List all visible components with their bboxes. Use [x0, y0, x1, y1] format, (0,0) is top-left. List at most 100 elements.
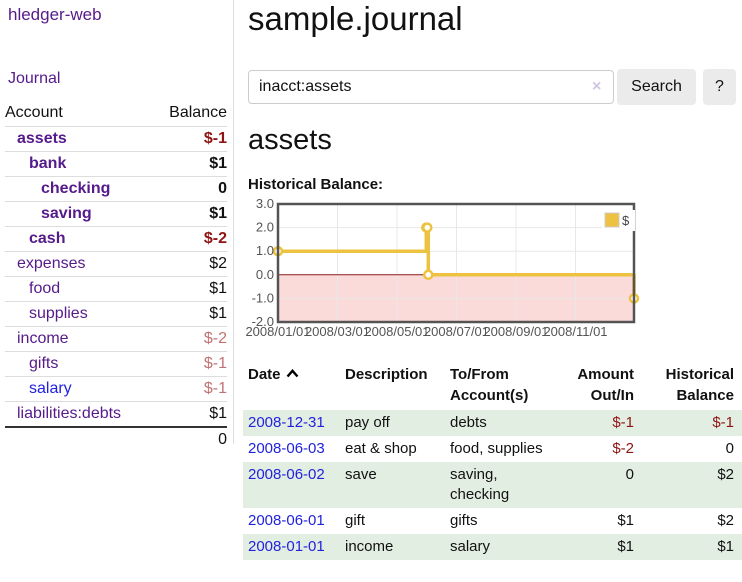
account-link-supplies[interactable]: supplies: [29, 305, 88, 322]
svg-text:2008/03/01: 2008/03/01: [305, 324, 370, 339]
transaction-date-link[interactable]: 2008-06-02: [248, 466, 325, 483]
historical-balance-chart: $ 3.0 2.0 1.0 0.0 -1.0 -2.0 2008/01/01 2…: [245, 198, 640, 339]
svg-text:0.0: 0.0: [256, 267, 274, 282]
account-link-expenses[interactable]: expenses: [17, 255, 86, 272]
account-balance: $-1: [153, 126, 227, 152]
transaction-balance: $2: [717, 512, 734, 529]
account-balance: $-1: [153, 376, 227, 402]
amount-column-header: Amount Out/In: [577, 366, 634, 404]
svg-text:-2.0: -2.0: [252, 314, 274, 329]
chart-title: Historical Balance:: [248, 176, 384, 193]
transaction-balance: $2: [717, 466, 734, 483]
account-balance: $-2: [153, 326, 227, 352]
accounts-column-header: To/From Account(s): [450, 366, 529, 404]
svg-text:2.0: 2.0: [256, 220, 274, 235]
transaction-amount: $1: [617, 512, 634, 529]
balance-column-header: Historical Balance: [665, 366, 734, 404]
legend-label: $: [622, 213, 630, 228]
page-title: sample.journal: [248, 0, 463, 37]
account-row-supplies: supplies $1: [5, 301, 227, 327]
register-header-row: Date Description To/From Account(s) Amou…: [243, 362, 742, 410]
account-link-cash[interactable]: cash: [29, 230, 66, 247]
sidebar: hledger-web Journal Account Balance asse…: [0, 0, 234, 452]
y-axis-labels: 3.0 2.0 1.0 0.0 -1.0 -2.0: [252, 198, 274, 329]
transaction-description: pay off: [345, 414, 390, 431]
svg-text:2008/05/01: 2008/05/01: [364, 324, 429, 339]
register-row: 2008-06-01 gift gifts $1 $2: [243, 508, 742, 534]
transaction-description: eat & shop: [345, 440, 417, 457]
account-row-assets: assets $-1: [5, 126, 227, 152]
account-heading: assets: [248, 124, 332, 156]
transaction-date-link[interactable]: 2008-12-31: [248, 414, 325, 431]
account-link-bank[interactable]: bank: [29, 155, 67, 172]
app-title-link[interactable]: hledger-web: [8, 5, 102, 24]
account-column-header: Account: [5, 104, 63, 121]
transaction-amount: $1: [617, 538, 634, 555]
account-row-expenses: expenses $2: [5, 251, 227, 277]
transaction-balance: $-1: [712, 414, 734, 431]
transaction-accounts: gifts: [450, 512, 478, 529]
account-balance: $1: [153, 401, 227, 427]
account-row-food: food $1: [5, 276, 227, 302]
account-balance: $2: [153, 251, 227, 277]
account-row-cash: cash $-2: [5, 226, 227, 252]
account-row-income: income $-2: [5, 326, 227, 352]
transaction-description: save: [345, 466, 377, 483]
transaction-accounts: food, supplies: [450, 440, 543, 457]
transaction-accounts: debts: [450, 414, 487, 431]
date-header-label: Date: [248, 366, 281, 383]
account-row-saving: saving $1: [5, 201, 227, 227]
transaction-accounts: salary: [450, 538, 491, 555]
transaction-amount: $-1: [612, 414, 634, 431]
transaction-balance: $1: [717, 538, 734, 555]
search-input[interactable]: [248, 70, 614, 104]
account-balance: $1: [153, 276, 227, 302]
date-column-header[interactable]: Date: [243, 362, 340, 410]
transaction-description: gift: [345, 512, 366, 529]
transaction-accounts: saving, checking: [450, 466, 510, 503]
clear-search-icon[interactable]: ×: [592, 78, 602, 95]
account-link-salary[interactable]: salary: [29, 380, 72, 397]
svg-text:3.0: 3.0: [256, 198, 274, 211]
account-link-food[interactable]: food: [29, 280, 61, 297]
account-row-gifts: gifts $-1: [5, 351, 227, 377]
account-link-gifts[interactable]: gifts: [29, 355, 59, 372]
account-link-income[interactable]: income: [17, 330, 69, 347]
x-axis-labels: 2008/01/01 2008/03/01 2008/05/01 2008/07…: [245, 324, 608, 339]
transaction-date-link[interactable]: 2008-01-01: [248, 538, 325, 555]
help-button[interactable]: ?: [703, 69, 736, 105]
register-row: 2008-06-02 save saving, checking 0 $2: [243, 462, 742, 508]
account-link-saving[interactable]: saving: [41, 205, 92, 222]
account-total-row: 0: [5, 426, 227, 452]
register-row: 2008-06-03 eat & shop food, supplies $-2…: [243, 436, 742, 462]
account-link-checking[interactable]: checking: [41, 180, 111, 197]
account-balance: 0: [153, 176, 227, 202]
description-column-header: Description: [345, 366, 428, 383]
account-balance: $-1: [153, 351, 227, 377]
account-total-balance: 0: [153, 426, 227, 452]
svg-text:1.0: 1.0: [256, 243, 274, 258]
register-row: 2008-12-31 pay off debts $-1 $-1: [243, 410, 742, 436]
svg-text:2008/01/01: 2008/01/01: [245, 324, 310, 339]
account-link-assets[interactable]: assets: [17, 130, 67, 147]
account-row-liabilities-debts: liabilities:debts $1: [5, 401, 227, 427]
transaction-description: income: [345, 538, 394, 555]
register-row: 2008-01-01 income salary $1 $1: [243, 534, 742, 560]
account-link-liabilities-debts[interactable]: liabilities:debts: [17, 405, 122, 422]
account-row-salary: salary $-1: [5, 376, 227, 402]
data-point-markers: [272, 222, 640, 304]
transaction-date-link[interactable]: 2008-06-01: [248, 512, 325, 529]
sidebar-item-journal[interactable]: Journal: [8, 70, 61, 87]
transaction-date-link[interactable]: 2008-06-03: [248, 440, 325, 457]
svg-text:2008/07/01: 2008/07/01: [424, 324, 489, 339]
account-balance-table: Account Balance assets $-1 bank $1 check…: [5, 101, 227, 452]
balance-column-header: Balance: [169, 104, 227, 121]
search-button[interactable]: Search: [617, 69, 696, 105]
transaction-amount: $-2: [612, 440, 634, 457]
sort-ascending-icon: [286, 368, 298, 378]
register-table: Date Description To/From Account(s) Amou…: [243, 362, 742, 560]
svg-text:-1.0: -1.0: [252, 290, 274, 305]
account-balance: $1: [153, 301, 227, 327]
account-table-header: Account Balance: [5, 101, 227, 127]
transaction-amount: 0: [625, 466, 634, 483]
